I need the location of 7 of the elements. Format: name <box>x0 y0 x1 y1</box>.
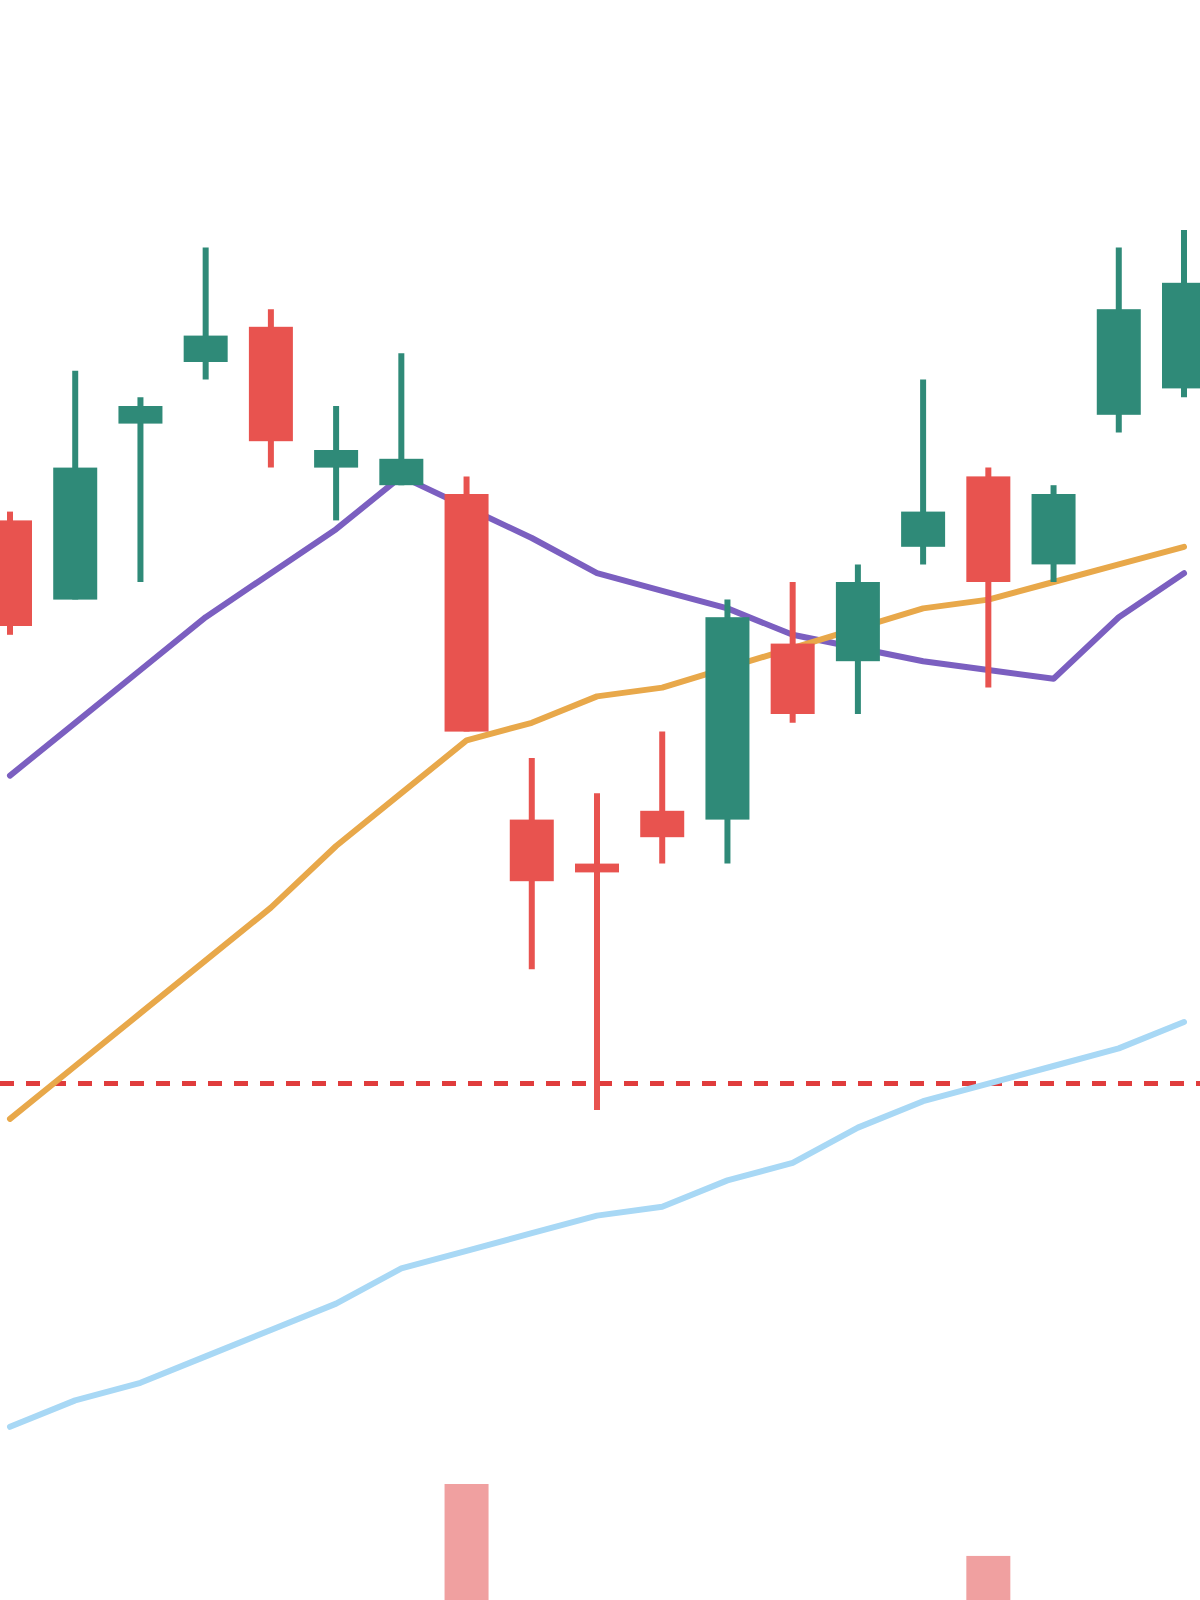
candlestick <box>379 353 424 486</box>
candlestick <box>575 793 619 1110</box>
candlestick <box>183 247 228 380</box>
candlestick <box>901 379 946 565</box>
candlestick <box>640 731 685 864</box>
candlestick <box>118 397 163 582</box>
candlestick <box>314 406 359 521</box>
